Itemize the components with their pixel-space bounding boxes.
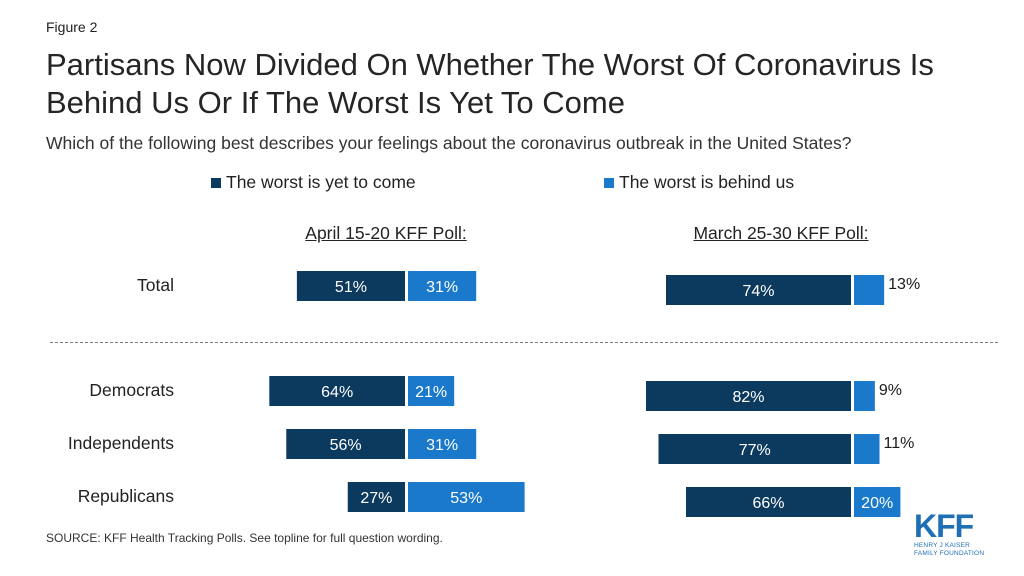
bar-yet-to-come-april-independents xyxy=(286,429,405,459)
legend-item-behind-us: The worst is behind us xyxy=(604,172,794,193)
label-behind-us-march-independents: 11% xyxy=(884,435,915,452)
row-label-independents: Independents xyxy=(67,433,174,453)
total-separator-line xyxy=(50,342,998,343)
chart-subtitle: Which of the following best describes yo… xyxy=(46,133,852,153)
label-yet-to-come-april-independents: 56% xyxy=(330,437,362,454)
bar-yet-to-come-march-independents xyxy=(658,434,851,464)
figure-label: Figure 2 xyxy=(46,19,98,35)
label-yet-to-come-april-total: 51% xyxy=(335,279,367,296)
label-behind-us-april-total: 31% xyxy=(426,279,458,296)
label-yet-to-come-april-republicans: 27% xyxy=(360,490,392,507)
bar-yet-to-come-march-total xyxy=(666,275,851,305)
bar-yet-to-come-april-republicans xyxy=(347,482,405,512)
label-behind-us-march-republicans: 20% xyxy=(861,495,893,512)
bar-behind-us-april-total xyxy=(408,271,477,301)
legend-label-behind-us: The worst is behind us xyxy=(619,172,795,192)
label-behind-us-april-democrats: 21% xyxy=(415,384,447,401)
legend-item-yet-to-come: The worst is yet to come xyxy=(211,172,416,193)
legend-label-yet-to-come: The worst is yet to come xyxy=(226,172,416,192)
legend-swatch-yet-to-come xyxy=(211,177,221,188)
bar-behind-us-april-republicans xyxy=(408,482,525,512)
bar-yet-to-come-march-republicans xyxy=(686,487,851,517)
chart-title: Partisans Now Divided On Whether The Wor… xyxy=(46,47,934,120)
bar-yet-to-come-march-democrats xyxy=(646,381,851,411)
label-yet-to-come-april-democrats: 64% xyxy=(321,384,353,401)
bar-yet-to-come-april-total xyxy=(296,271,405,301)
bar-behind-us-march-republicans xyxy=(854,487,901,517)
label-yet-to-come-march-republicans: 66% xyxy=(752,495,784,512)
kff-logo: KFF HENRY J KAISER FAMILY FOUNDATION xyxy=(914,510,994,560)
legend-swatch-behind-us xyxy=(604,177,614,188)
bar-behind-us-march-independents xyxy=(854,434,880,464)
kff-logo-text: KFF xyxy=(914,508,974,544)
row-label-democrats: Democrats xyxy=(89,380,174,400)
source-note: SOURCE: KFF Health Tracking Polls. See t… xyxy=(46,531,443,545)
row-label-republicans: Republicans xyxy=(77,486,174,506)
kff-logo-line1: HENRY J KAISER xyxy=(914,542,971,549)
row-label-total: Total xyxy=(137,275,174,295)
bar-behind-us-april-democrats xyxy=(408,376,455,406)
label-behind-us-march-democrats: 9% xyxy=(879,382,902,399)
bar-behind-us-march-total xyxy=(854,275,885,305)
bar-behind-us-april-independents xyxy=(408,429,477,459)
kff-logo-line2: FAMILY FOUNDATION xyxy=(914,549,985,557)
label-yet-to-come-march-independents: 77% xyxy=(739,442,771,459)
panel-title-march: March 25-30 KFF Poll: xyxy=(693,223,869,243)
panel-title-april: April 15-20 KFF Poll: xyxy=(305,223,467,243)
label-behind-us-march-total: 13% xyxy=(888,276,920,293)
label-yet-to-come-march-total: 74% xyxy=(742,283,774,300)
label-behind-us-april-independents: 31% xyxy=(426,437,458,454)
label-yet-to-come-march-democrats: 82% xyxy=(732,389,764,406)
bar-behind-us-march-democrats xyxy=(854,381,875,411)
label-behind-us-april-republicans: 53% xyxy=(450,490,482,507)
bar-yet-to-come-april-democrats xyxy=(269,376,405,406)
